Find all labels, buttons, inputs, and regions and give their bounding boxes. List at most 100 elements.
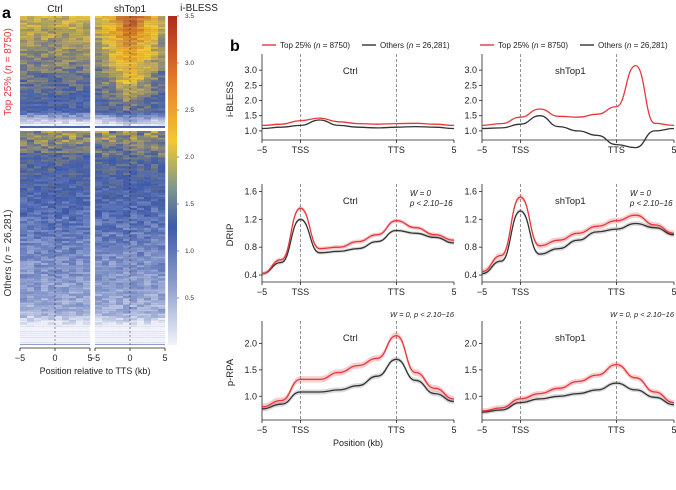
heatmap-cell: [109, 322, 117, 325]
heatmap-cell: [76, 192, 84, 195]
heatmap-cell: [102, 267, 110, 270]
heatmap-cell: [151, 181, 159, 184]
heatmap-cell: [76, 227, 84, 230]
heatmap-cell: [83, 307, 91, 310]
heatmap-cell: [109, 55, 117, 58]
heatmap-cell: [41, 331, 49, 334]
heatmap-cell: [130, 18, 138, 21]
heatmap-cell: [151, 280, 159, 283]
heatmap-cell: [69, 142, 77, 145]
heatmap-cell: [158, 245, 166, 248]
heatmap-cell: [109, 256, 117, 259]
heatmap-cell: [20, 146, 28, 149]
heatmap-cell: [158, 137, 166, 140]
heatmap-cell: [158, 29, 166, 32]
heatmap-cell: [116, 245, 124, 248]
heatmap-cell: [76, 157, 84, 160]
heatmap-cell: [151, 337, 159, 340]
heatmap-cell: [20, 291, 28, 294]
heatmap-cell: [41, 236, 49, 239]
heatmap-cell: [41, 241, 49, 244]
heatmap-cell: [123, 153, 131, 156]
heatmap-cell: [109, 62, 117, 65]
heatmap-cell: [137, 164, 145, 167]
heatmap-cell: [62, 247, 70, 250]
heatmap-cell: [83, 241, 91, 244]
heatmap-cell: [144, 82, 152, 85]
heatmap-cell: [69, 144, 77, 147]
heatmap-cell: [55, 101, 63, 104]
heatmap-cell: [158, 329, 166, 332]
heatmap-cell: [95, 168, 103, 171]
heatmap-cell: [62, 93, 70, 96]
heatmap-cell: [27, 309, 35, 312]
heatmap-cell: [41, 144, 49, 147]
heatmap-cell: [62, 44, 70, 47]
heatmap-cell: [69, 243, 77, 246]
heatmap-cell: [83, 40, 91, 43]
heatmap-cell: [34, 271, 42, 274]
heatmap-cell: [62, 31, 70, 34]
heatmap-cell: [123, 188, 131, 191]
heatmap-cell: [34, 35, 42, 38]
heatmap-cell: [95, 66, 103, 69]
heatmap-cell: [62, 238, 70, 241]
heatmap-cell: [55, 97, 63, 100]
heatmap-cell: [76, 333, 84, 336]
heatmap-cell: [158, 324, 166, 327]
heatmap-cell: [137, 293, 145, 296]
heatmap-cell: [41, 44, 49, 47]
heatmap-cell: [95, 241, 103, 244]
heatmap-cell: [55, 29, 63, 32]
heatmap-cell: [130, 62, 138, 65]
heatmap-cell: [109, 159, 117, 162]
heatmap-cell: [69, 278, 77, 281]
heatmap-cell: [83, 46, 91, 49]
heatmap-cell: [130, 208, 138, 211]
heatmap-cell: [27, 342, 35, 345]
heatmap-cell: [137, 142, 145, 145]
heatmap-cell: [55, 164, 63, 167]
heatmap-cell: [41, 16, 49, 19]
heatmap-cell: [34, 133, 42, 136]
others-series-line: [261, 119, 455, 130]
heatmap-cell: [48, 44, 56, 47]
heatmap-cell: [55, 153, 63, 156]
heatmap-cell: [144, 267, 152, 270]
heatmap-cell: [62, 304, 70, 307]
heatmap-cell: [109, 252, 117, 255]
heatmap-cell: [69, 86, 77, 89]
heatmap-x-tick-label: 0: [52, 353, 57, 363]
heatmap-cell: [20, 66, 28, 69]
heatmap-cell: [151, 201, 159, 204]
heatmap-cell: [34, 203, 42, 206]
heatmap-cell: [116, 73, 124, 76]
heatmap-cell: [144, 199, 152, 202]
heatmap-cell: [144, 38, 152, 41]
heatmap-cell: [27, 322, 35, 325]
heatmap-cell: [41, 230, 49, 233]
heatmap-cell: [151, 329, 159, 332]
heatmap-cell: [55, 33, 63, 36]
heatmap-cell: [116, 84, 124, 87]
heatmap-cell: [116, 219, 124, 222]
heatmap-cell: [144, 304, 152, 307]
heatmap-cell: [83, 106, 91, 109]
heatmap-cell: [83, 269, 91, 272]
heatmap-cell: [76, 274, 84, 277]
heatmap-cell: [83, 123, 91, 126]
heatmap-cell: [20, 166, 28, 169]
heatmap-cell: [130, 199, 138, 202]
heatmap-cell: [55, 68, 63, 71]
heatmap-cell: [76, 33, 84, 36]
heatmap-cell: [62, 335, 70, 338]
heatmap-cell: [123, 194, 131, 197]
heatmap-cell: [109, 139, 117, 142]
heatmap-cell: [144, 88, 152, 91]
heatmap-cell: [20, 188, 28, 191]
heatmap-cell: [151, 298, 159, 301]
heatmap-cell: [20, 82, 28, 85]
heatmap-cell: [116, 115, 124, 118]
heatmap-cell: [55, 315, 63, 318]
heatmap-cell: [144, 168, 152, 171]
